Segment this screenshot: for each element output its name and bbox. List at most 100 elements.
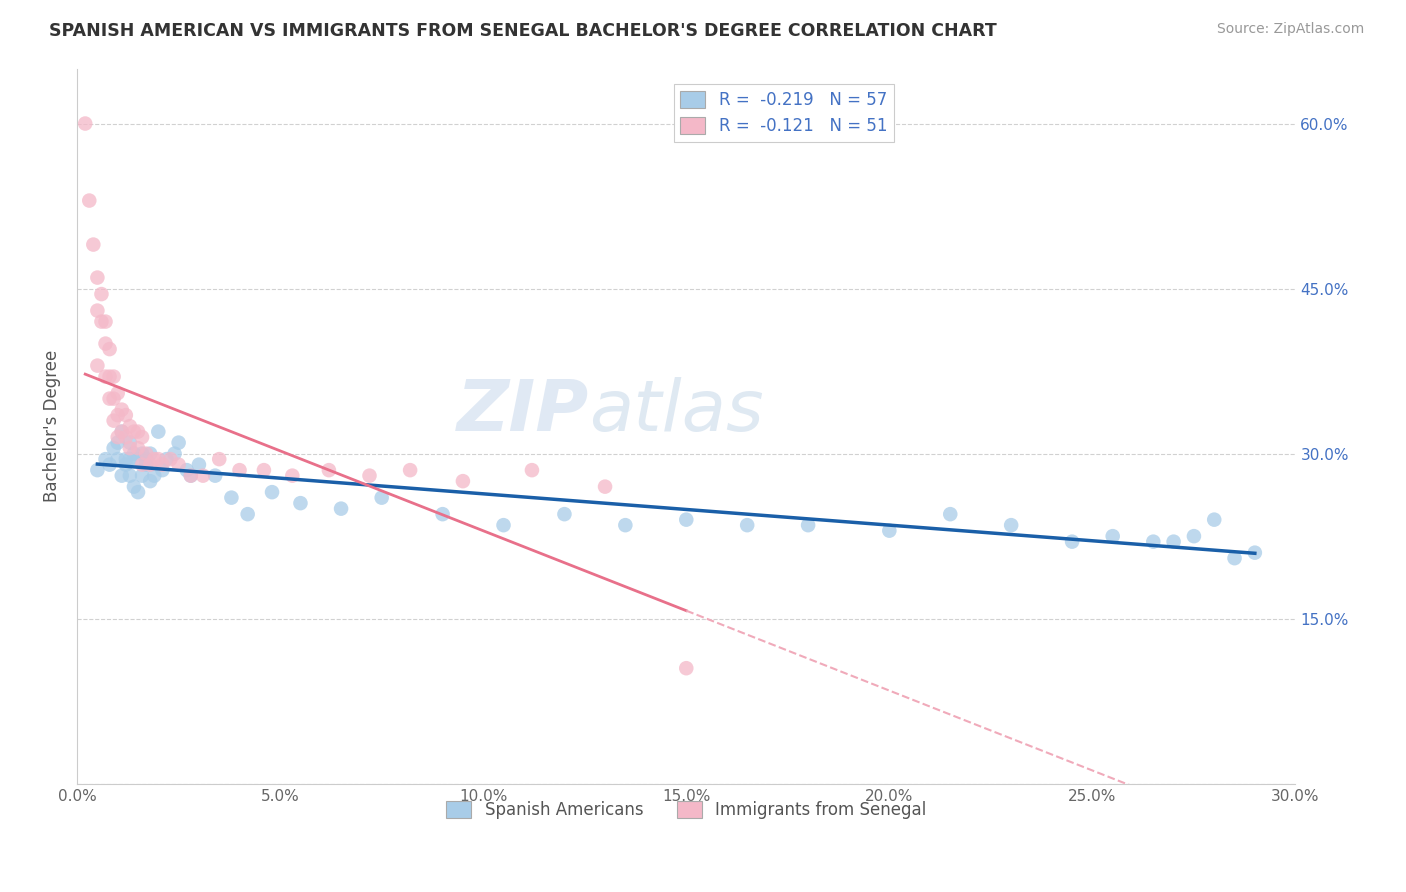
Point: [1163, 534, 1185, 549]
Point: [107, 452, 129, 467]
Point: [1204, 513, 1226, 527]
Point: [107, 408, 129, 422]
Point: [111, 402, 134, 417]
Point: [1000, 518, 1022, 533]
Text: Source: ZipAtlas.com: Source: ZipAtlas.com: [1216, 22, 1364, 37]
Point: [103, 369, 125, 384]
Point: [1101, 529, 1123, 543]
Point: [1223, 551, 1246, 566]
Point: [176, 463, 198, 477]
Point: [167, 435, 190, 450]
Point: [520, 463, 543, 477]
Point: [94, 452, 117, 467]
Point: [1182, 529, 1205, 543]
Point: [318, 463, 340, 477]
Point: [281, 468, 304, 483]
Point: [107, 435, 129, 450]
Point: [180, 468, 202, 483]
Point: [131, 430, 153, 444]
Point: [90, 315, 112, 329]
Point: [127, 485, 149, 500]
Y-axis label: Bachelor's Degree: Bachelor's Degree: [44, 350, 60, 502]
Point: [114, 458, 136, 472]
Text: SPANISH AMERICAN VS IMMIGRANTS FROM SENEGAL BACHELOR'S DEGREE CORRELATION CHART: SPANISH AMERICAN VS IMMIGRANTS FROM SENE…: [49, 22, 997, 40]
Point: [675, 661, 697, 675]
Point: [139, 447, 162, 461]
Point: [111, 468, 134, 483]
Point: [103, 441, 125, 455]
Point: [593, 480, 616, 494]
Point: [135, 458, 157, 472]
Point: [139, 458, 162, 472]
Point: [94, 369, 117, 384]
Point: [180, 468, 202, 483]
Point: [370, 491, 392, 505]
Point: [98, 458, 121, 472]
Point: [614, 518, 637, 533]
Point: [167, 458, 190, 472]
Point: [107, 386, 129, 401]
Point: [127, 425, 149, 439]
Point: [114, 430, 136, 444]
Point: [1142, 534, 1164, 549]
Point: [187, 458, 209, 472]
Point: [75, 116, 97, 130]
Point: [150, 463, 173, 477]
Point: [118, 419, 141, 434]
Point: [236, 507, 259, 521]
Point: [139, 474, 162, 488]
Point: [228, 463, 250, 477]
Point: [86, 359, 108, 373]
Point: [148, 452, 170, 467]
Point: [204, 468, 226, 483]
Point: [143, 468, 166, 483]
Point: [86, 270, 108, 285]
Point: [118, 468, 141, 483]
Point: [103, 392, 125, 406]
Point: [1062, 534, 1084, 549]
Text: atlas: atlas: [589, 377, 763, 446]
Legend: Spanish Americans, Immigrants from Senegal: Spanish Americans, Immigrants from Seneg…: [440, 794, 932, 825]
Point: [131, 468, 153, 483]
Point: [143, 452, 166, 467]
Point: [77, 194, 100, 208]
Point: [107, 430, 129, 444]
Point: [159, 452, 181, 467]
Point: [94, 336, 117, 351]
Point: [148, 425, 170, 439]
Point: [118, 435, 141, 450]
Point: [155, 452, 177, 467]
Point: [118, 441, 141, 455]
Point: [553, 507, 575, 521]
Point: [122, 425, 145, 439]
Point: [675, 513, 697, 527]
Point: [94, 315, 117, 329]
Point: [797, 518, 820, 533]
Point: [103, 414, 125, 428]
Point: [208, 452, 231, 467]
Point: [492, 518, 515, 533]
Point: [221, 491, 243, 505]
Point: [253, 463, 276, 477]
Point: [399, 463, 422, 477]
Point: [131, 458, 153, 472]
Point: [82, 237, 104, 252]
Point: [879, 524, 901, 538]
Point: [150, 458, 173, 472]
Point: [122, 447, 145, 461]
Point: [451, 474, 474, 488]
Point: [98, 369, 121, 384]
Point: [131, 447, 153, 461]
Point: [127, 452, 149, 467]
Point: [86, 303, 108, 318]
Point: [127, 441, 149, 455]
Point: [330, 501, 353, 516]
Text: ZIP: ZIP: [457, 377, 589, 446]
Point: [735, 518, 758, 533]
Point: [86, 463, 108, 477]
Point: [114, 452, 136, 467]
Point: [432, 507, 454, 521]
Point: [135, 447, 157, 461]
Point: [98, 392, 121, 406]
Point: [122, 480, 145, 494]
